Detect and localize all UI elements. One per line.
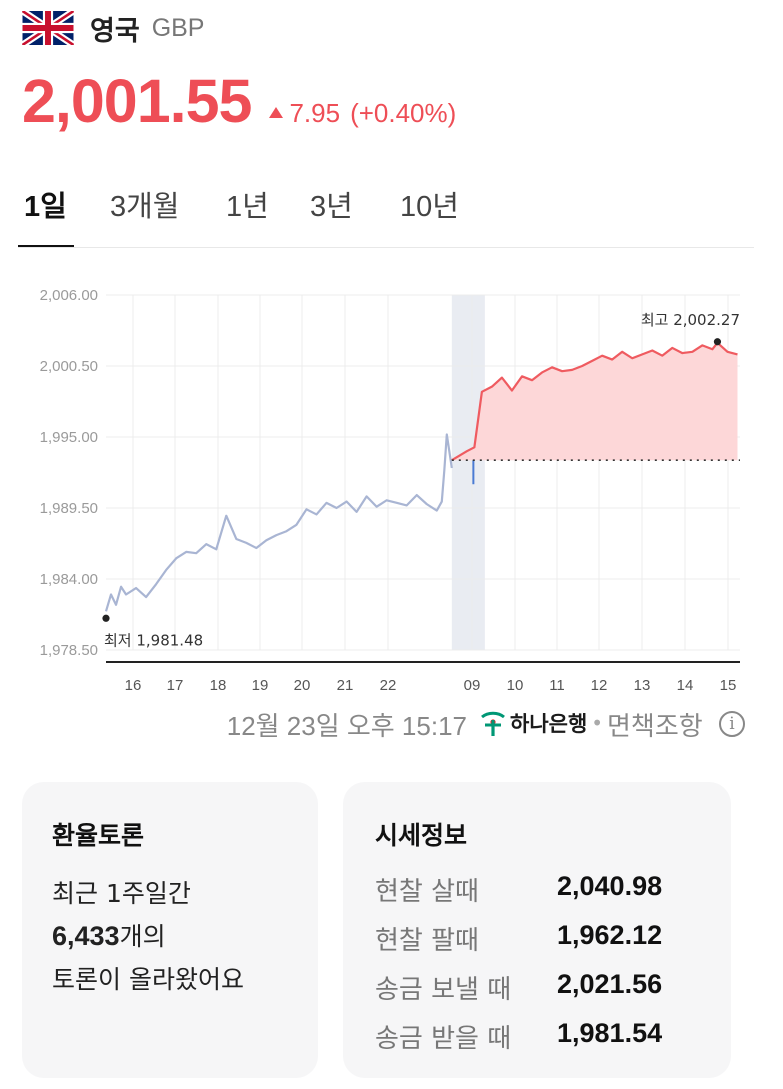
quote-label: 송금 받을 때 xyxy=(375,1024,512,1054)
x-tick-label: 09 xyxy=(464,677,481,694)
disclaimer-link[interactable]: 면책조항 xyxy=(607,712,703,742)
x-tick-label: 22 xyxy=(380,677,397,694)
x-tick-label: 13 xyxy=(634,677,651,694)
price-row: 2,001.55 7.95 (+0.40%) xyxy=(22,66,456,136)
separator-dot: • xyxy=(591,711,604,735)
x-tick-label: 17 xyxy=(167,677,184,694)
y-tick-label: 2,000.50 xyxy=(40,358,98,375)
quote-row-cash-sell: 현찰 팔때 1,962.12 xyxy=(375,920,715,960)
x-tick-label: 19 xyxy=(252,677,269,694)
market-info-title: 시세정보 xyxy=(375,821,468,850)
min-point xyxy=(102,614,110,622)
currency-code: GBP xyxy=(151,13,205,42)
quote-row-cash-buy: 현찰 살때 2,040.98 xyxy=(375,871,715,911)
x-tick-label: 14 xyxy=(677,677,694,694)
market-info-card[interactable]: 시세정보 현찰 살때 2,040.98 현찰 팔때 1,962.12 송금 보낼… xyxy=(343,782,731,1078)
country-name: 영국 xyxy=(90,15,140,47)
current-price: 2,001.55 xyxy=(22,67,252,135)
max-label: 최고 2,002.27 xyxy=(641,311,740,329)
x-tick-label: 12 xyxy=(591,677,608,694)
quote-row-transfer-receive: 송금 받을 때 1,981.54 xyxy=(375,1018,715,1058)
chart-footer: 12월 23일 오후 15:17 하나은행 • 면책조항 i xyxy=(0,700,783,750)
chart-svg: 2,006.00 2,000.50 1,995.00 1,989.50 1,984.00… xyxy=(40,287,740,694)
forum-count: 6,433 xyxy=(52,921,120,951)
y-tick-label: 1,978.50 xyxy=(40,642,98,659)
x-tick-label: 20 xyxy=(294,677,311,694)
x-tick-label: 11 xyxy=(549,677,565,694)
tab-3-years[interactable]: 3년 xyxy=(310,191,353,223)
quote-label: 현찰 팔때 xyxy=(375,926,479,956)
info-icon[interactable]: i xyxy=(719,711,745,737)
x-tick-label: 16 xyxy=(125,677,142,694)
x-tick-label: 21 xyxy=(337,677,354,694)
up-triangle-icon xyxy=(269,107,284,118)
quote-row-transfer-send: 송금 보낼 때 2,021.56 xyxy=(375,969,715,1009)
quote-value: 2,040.98 xyxy=(557,871,663,901)
forum-title: 환율토론 xyxy=(52,821,145,850)
series-line-current xyxy=(451,341,738,462)
series-line-previous xyxy=(104,433,453,612)
quote-value: 1,981.54 xyxy=(557,1018,663,1048)
price-change: 7.95 (+0.40%) xyxy=(269,98,456,129)
bank-name: 하나은행 xyxy=(510,712,588,736)
y-tick-label: 1,984.00 xyxy=(40,571,98,588)
hana-bank-logo-icon xyxy=(481,711,505,736)
x-tick-label: 18 xyxy=(210,677,227,694)
active-tab-indicator xyxy=(18,245,74,248)
currency-header: 영국 GBP xyxy=(22,8,204,48)
forum-line-3: 토론이 올라왔어요 xyxy=(52,965,244,994)
quote-value: 1,962.12 xyxy=(557,920,663,950)
change-amount: 7.95 xyxy=(289,98,341,128)
forum-line-2: 6,433개의 xyxy=(52,915,244,958)
x-tick-label: 15 xyxy=(720,677,737,694)
quote-label: 현찰 살때 xyxy=(375,877,479,907)
max-point xyxy=(713,338,722,346)
tabs-divider xyxy=(18,247,754,248)
exchange-rate-chart[interactable]: 2,006.00 2,000.50 1,995.00 1,989.50 1,984.00… xyxy=(0,270,783,700)
quote-value: 2,021.56 xyxy=(557,969,663,999)
tab-1-day[interactable]: 1일 xyxy=(24,191,67,223)
forum-summary: 최근 1주일간 6,433개의 토론이 올라왔어요 xyxy=(52,872,244,1001)
y-tick-label: 2,006.00 xyxy=(40,287,98,304)
moon-icon xyxy=(426,675,434,691)
forum-line-1: 최근 1주일간 xyxy=(52,879,191,908)
tab-1-year[interactable]: 1년 xyxy=(226,191,269,223)
updated-time: 12월 23일 오후 15:17 xyxy=(226,711,467,741)
overnight-band xyxy=(451,295,485,650)
quote-label: 송금 보낼 때 xyxy=(375,975,512,1005)
series-area-current xyxy=(451,342,738,461)
bank-source: 하나은행 • xyxy=(480,708,603,738)
period-tabs: 1일 3개월 1년 3년 10년 xyxy=(0,175,783,249)
forum-card[interactable]: 환율토론 최근 1주일간 6,433개의 토론이 올라왔어요 xyxy=(22,782,318,1078)
tab-3-months[interactable]: 3개월 xyxy=(110,191,180,223)
change-percent: (+0.40%) xyxy=(350,98,457,128)
uk-flag-icon xyxy=(22,11,74,45)
y-tick-label: 1,995.00 xyxy=(40,429,98,446)
x-tick-label: 10 xyxy=(507,677,524,694)
y-tick-label: 1,989.50 xyxy=(40,500,98,517)
min-label: 최저 1,981.48 xyxy=(104,631,203,649)
tab-10-years[interactable]: 10년 xyxy=(400,191,459,223)
forum-count-suffix: 개의 xyxy=(119,922,166,951)
